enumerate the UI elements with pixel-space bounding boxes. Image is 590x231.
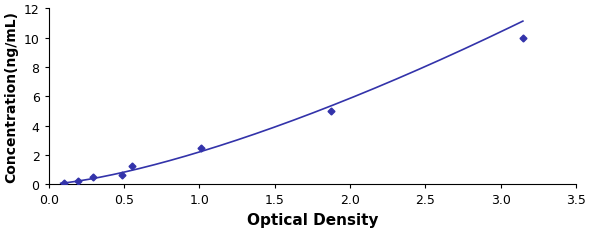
Y-axis label: Concentration(ng/mL): Concentration(ng/mL) [4, 11, 18, 182]
X-axis label: Optical Density: Optical Density [247, 212, 378, 227]
